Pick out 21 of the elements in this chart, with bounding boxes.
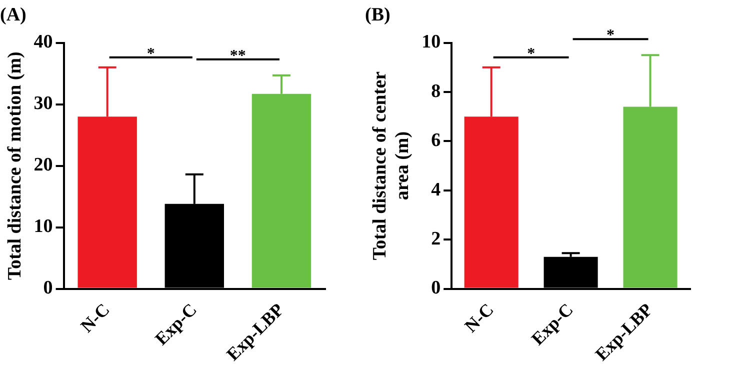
y-tick-label: 8 xyxy=(431,80,441,102)
y-tick-label: 20 xyxy=(34,154,53,176)
annotation: * xyxy=(606,27,615,44)
y-tick-label: 0 xyxy=(43,278,53,299)
y-tick-label: 2 xyxy=(431,228,441,250)
y-tick-label: 4 xyxy=(431,179,442,200)
annotation: ** xyxy=(230,47,246,64)
x-tick-label: N-C xyxy=(76,299,114,336)
y-tick-label: 10 xyxy=(422,32,441,53)
chart-title: (B) xyxy=(365,4,390,26)
annotation: * xyxy=(146,45,155,62)
y-axis-title: Total distance of motion (m) xyxy=(4,52,26,280)
x-tick-label: N-C xyxy=(460,299,498,336)
y-axis-title: Total distance of center area (m) xyxy=(369,70,414,260)
chart-title: (A) xyxy=(0,4,26,26)
y-tick-label: 6 xyxy=(431,130,441,152)
y-tick-label: 40 xyxy=(34,32,53,53)
y-tick-label: 30 xyxy=(34,93,53,114)
y-tick-label: 0 xyxy=(431,278,441,299)
annotation: * xyxy=(527,45,536,62)
y-tick-label: 10 xyxy=(34,216,53,238)
